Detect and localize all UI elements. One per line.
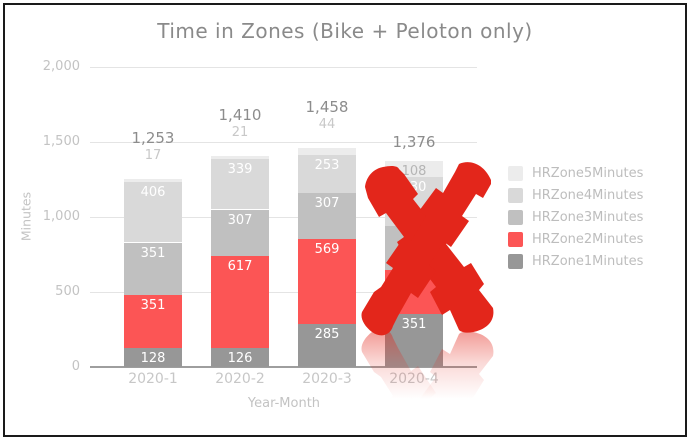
legend-item-HRZone4Minutes: HRZone4Minutes — [508, 184, 643, 206]
legend-swatch-icon — [508, 253, 523, 269]
grid-line — [90, 67, 477, 68]
legend-label: HRZone1Minutes — [532, 253, 644, 269]
legend-item-HRZone3Minutes: HRZone3Minutes — [508, 206, 643, 228]
y-tick-label: 1,000 — [42, 209, 80, 224]
bar-zone5-label: 44 — [318, 117, 336, 133]
legend-label: HRZone4Minutes — [532, 187, 644, 203]
bar-segment-label: 351 — [140, 245, 166, 261]
bar-segment-label: 569 — [314, 241, 340, 257]
bar-segment-label: 351 — [140, 298, 166, 314]
y-tick-label: 1,500 — [42, 134, 80, 149]
bar-segment-HRZone3Minutes — [211, 209, 269, 256]
legend-label: HRZone3Minutes — [532, 209, 644, 225]
bar-total-label: 1,376 — [392, 132, 436, 151]
bar-segment-label: 351 — [401, 317, 427, 333]
bar-segment-HRZone1Minutes — [211, 348, 269, 367]
bar-segment-label: 339 — [227, 161, 253, 177]
bar-segment-HRZone4Minutes — [124, 181, 182, 243]
bar-total-label: 1,458 — [305, 98, 349, 117]
x-axis-line — [90, 366, 477, 368]
legend-item-HRZone2Minutes: HRZone2Minutes — [508, 228, 643, 250]
grid-line — [90, 142, 477, 143]
bar-segment-HRZone5Minutes — [211, 155, 269, 159]
bar-segment-label: 253 — [314, 157, 340, 173]
bar-zone5-label: 17 — [144, 148, 162, 164]
bar-segment-label: 307 — [227, 212, 253, 228]
y-tick-label: 0 — [71, 359, 80, 374]
red-x-sticker-icon — [361, 162, 494, 410]
bar-segment-HRZone3Minutes — [298, 192, 356, 239]
legend-swatch-icon — [508, 231, 523, 247]
x-tick-label: 2020-2 — [215, 371, 265, 387]
legend-swatch-icon — [508, 165, 523, 181]
legend: HRZone5Minutes HRZone4Minutes HRZone3Minut… — [508, 162, 643, 272]
x-tick-label: 2020-3 — [302, 371, 352, 387]
grid-line — [90, 217, 477, 218]
bar-segment-HRZone3Minutes — [124, 242, 182, 296]
legend-swatch-icon — [508, 209, 523, 225]
bar-segment-label: 108 — [401, 163, 427, 179]
chart-title: Time in Zones (Bike + Peloton only) — [157, 19, 533, 43]
bar-segment-HRZone2Minutes — [124, 295, 182, 348]
bar-segment-label: 128 — [140, 350, 166, 366]
legend-item-HRZone1Minutes: HRZone1Minutes — [508, 250, 643, 272]
bar-segment-HRZone1Minutes — [298, 324, 356, 367]
legend-item-HRZone5Minutes: HRZone5Minutes — [508, 162, 643, 184]
x-tick-label: 2020-1 — [128, 371, 178, 387]
bar-segment-HRZone2Minutes — [298, 238, 356, 325]
legend-swatch-icon — [508, 187, 523, 203]
legend-label: HRZone5Minutes — [532, 165, 644, 181]
bar-segment-label: 406 — [140, 184, 166, 200]
legend-label: HRZone2Minutes — [532, 231, 644, 247]
bar-segment-HRZone5Minutes — [298, 148, 356, 155]
grid-line — [90, 292, 477, 293]
bar-total-label: 1,253 — [131, 129, 175, 148]
bar-segment-HRZone4Minutes — [211, 158, 269, 210]
bar-segment-HRZone2Minutes — [211, 255, 269, 349]
y-tick-label: 500 — [55, 284, 80, 299]
bar-zone5-label: 21 — [231, 124, 249, 140]
bar-segment-label: 617 — [227, 258, 253, 274]
bar-segment-HRZone1Minutes — [124, 347, 182, 367]
bar-segment-label: 285 — [314, 327, 340, 343]
bar-segment-HRZone5Minutes — [124, 179, 182, 182]
bar-segment-label: 307 — [314, 195, 340, 211]
bar-segment-HRZone4Minutes — [298, 154, 356, 193]
y-tick-label: 2,000 — [42, 59, 80, 74]
x-axis-title: Year-Month — [247, 396, 321, 411]
bar-segment-label: 126 — [227, 351, 253, 367]
bar-total-label: 1,410 — [218, 105, 262, 124]
